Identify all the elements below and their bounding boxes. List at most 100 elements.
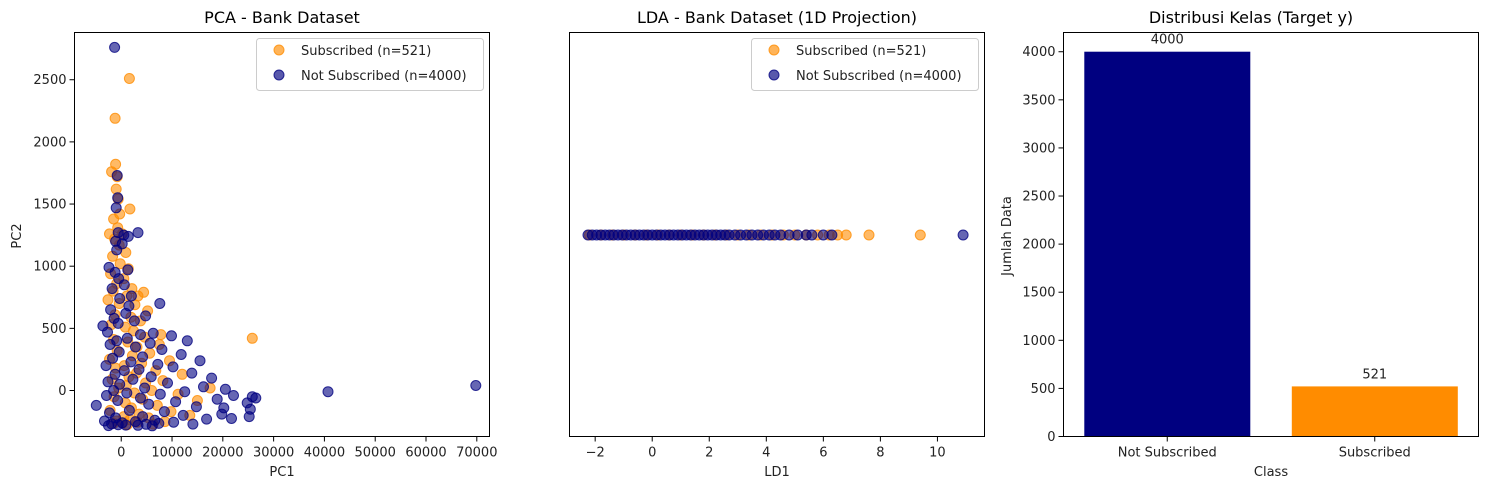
bar-y-tick-label-5: 2500: [1022, 190, 1055, 205]
pca-point-not-subscribed-38: [156, 344, 168, 355]
pca-point-not-subscribed-60: [219, 383, 231, 395]
bar-1: [1291, 386, 1458, 437]
bar-x-axis-label: Class: [1254, 465, 1288, 480]
bar-0: [1084, 51, 1251, 437]
pca-point-not-subscribed-101: [120, 419, 132, 431]
pca-point-not-subscribed-53: [206, 372, 218, 384]
pca-title: PCA - Bank Dataset: [204, 8, 360, 27]
pca-point-not-subscribed-94: [168, 416, 180, 428]
pca-point-not-subscribed-19: [154, 298, 166, 309]
pca-point-not-subscribed-82: [158, 406, 170, 418]
pca-point-not-subscribed-2: [110, 202, 122, 214]
pca-point-not-subscribed-48: [133, 363, 145, 375]
pca-point-not-subscribed-90: [201, 413, 213, 425]
lda-point-subscribed-24: [863, 229, 875, 241]
pca-point-not-subscribed-85: [177, 409, 189, 421]
pca-point-not-subscribed-68: [101, 390, 112, 401]
pca-point-not-subscribed-62: [179, 386, 191, 398]
pca-point-subscribed-39: [246, 332, 258, 344]
pca-point-not-subscribed-26: [112, 317, 124, 329]
pca-point-not-subscribed-35: [144, 337, 156, 349]
pca-point-not-subscribed-67: [228, 390, 239, 401]
pca-point-not-subscribed-22: [120, 307, 132, 319]
bar-y-tick-label-4: 2000: [1022, 238, 1055, 253]
pca-point-subscribed-0: [123, 73, 135, 84]
pca-x-tick-label-4: 40000: [304, 446, 345, 461]
bar-value-label-0: 4000: [1151, 33, 1184, 48]
pca-point-not-subscribed-47: [167, 361, 179, 373]
bar-value-label-1: 521: [1362, 367, 1387, 382]
pca-panel: PCA - Bank Dataset 0 10000 20000 30000 40000…: [10, 8, 497, 480]
pca-point-not-subscribed-65: [121, 387, 133, 399]
pca-y-tick-label-0: 0: [58, 384, 66, 399]
pca-point-not-subscribed-10: [111, 244, 123, 256]
bar-y-tick-label-6: 3000: [1022, 141, 1055, 156]
pca-point-subscribed-1: [109, 112, 121, 124]
pca-legend-marker-not-subscribed: [273, 69, 285, 81]
lda-x-tick-label-6: 10: [929, 446, 946, 461]
bar-y-axis-label: Jumlah Data: [1000, 196, 1015, 277]
pca-point-not-subscribed-51: [109, 368, 121, 380]
bar-y-tick-label-8: 4000: [1022, 45, 1055, 60]
lda-x-tick-label-4: 6: [819, 446, 827, 461]
pca-point-subscribed-7: [124, 203, 136, 215]
pca-point-not-subscribed-104: [146, 420, 158, 432]
pca-y-tick-label-1: 500: [42, 322, 67, 337]
pca-y-tick-label-4: 2000: [33, 135, 66, 150]
pca-axes-frame: [74, 32, 490, 437]
lda-legend-box: [751, 38, 979, 91]
bar-x-tick-label-0: Not Subscribed: [1118, 446, 1217, 461]
pca-x-tick-label-0: 0: [117, 446, 125, 461]
lda-point-not-subscribed-46: [806, 229, 818, 241]
bar-y-tick-label-7: 3500: [1022, 93, 1055, 108]
pca-point-not-subscribed-18: [114, 293, 126, 304]
class-distribution-panel: Distribusi Kelas (Target y) 4000 521 Not …: [1000, 8, 1479, 480]
lda-legend-marker-subscribed: [768, 44, 780, 56]
pca-point-not-subscribed-0: [109, 41, 121, 53]
pca-legend-label-subscribed: Subscribed (n=521): [301, 44, 431, 59]
lda-x-tick-label-0: −2: [586, 446, 605, 461]
pca-point-not-subscribed-23: [140, 310, 152, 322]
pca-point-not-subscribed-74: [170, 396, 182, 408]
pca-point-not-subscribed-31: [166, 330, 177, 342]
lda-legend-marker-not-subscribed: [768, 69, 780, 81]
pca-point-not-subscribed-39: [113, 346, 125, 358]
pca-point-not-subscribed-55: [102, 376, 114, 388]
pca-point-not-subscribed-15: [118, 279, 130, 291]
pca-point-not-subscribed-84: [216, 408, 228, 420]
pca-point-not-subscribed-89: [226, 413, 237, 424]
pca-y-axis-label: PC2: [10, 223, 25, 248]
lda-plot-area: [582, 229, 969, 241]
pca-x-tick-label-3: 30000: [253, 446, 294, 461]
pca-y-tick-label-3: 1500: [33, 198, 66, 213]
pca-point-not-subscribed-45: [152, 358, 164, 370]
pca-point-not-subscribed-30: [135, 329, 146, 341]
lda-point-subscribed-23: [840, 229, 852, 241]
bar-x-ticks: Not Subscribed Subscribed: [1118, 436, 1411, 461]
pca-point-not-subscribed-58: [198, 381, 209, 393]
pca-legend-label-not-subscribed: Not Subscribed (n=4000): [301, 69, 467, 84]
pca-point-subscribed-27: [102, 294, 114, 306]
pca-y-tick-label-2: 1000: [33, 260, 66, 275]
pca-point-not-subscribed-32: [121, 332, 133, 344]
pca-legend: Subscribed (n=521) Not Subscribed (n=400…: [256, 38, 484, 91]
lda-axes-frame: [569, 32, 985, 437]
bar-x-tick-label-1: Subscribed: [1339, 446, 1411, 461]
lda-panel: LDA - Bank Dataset (1D Projection) −2 0 2 4…: [569, 8, 985, 480]
pca-point-not-subscribed-46: [100, 360, 112, 372]
pca-point-not-subscribed-64: [470, 380, 482, 391]
pca-point-not-subscribed-49: [118, 365, 130, 377]
pca-point-not-subscribed-16: [106, 283, 118, 295]
bar-axes-frame: [1063, 32, 1479, 437]
pca-point-not-subscribed-25: [128, 315, 140, 327]
pca-point-not-subscribed-102: [132, 419, 144, 431]
pca-point-not-subscribed-34: [181, 335, 193, 347]
pca-point-not-subscribed-1: [111, 170, 123, 181]
bar-y-ticks: 0 500 1000 1500 2000 2500 3000 3500 4000: [1022, 45, 1064, 445]
pca-point-not-subscribed-98: [187, 418, 199, 430]
pca-point-not-subscribed-54: [127, 373, 139, 385]
pca-point-not-subscribed-59: [139, 382, 151, 394]
pca-point-not-subscribed-29: [102, 326, 113, 338]
pca-point-not-subscribed-12: [122, 264, 134, 276]
